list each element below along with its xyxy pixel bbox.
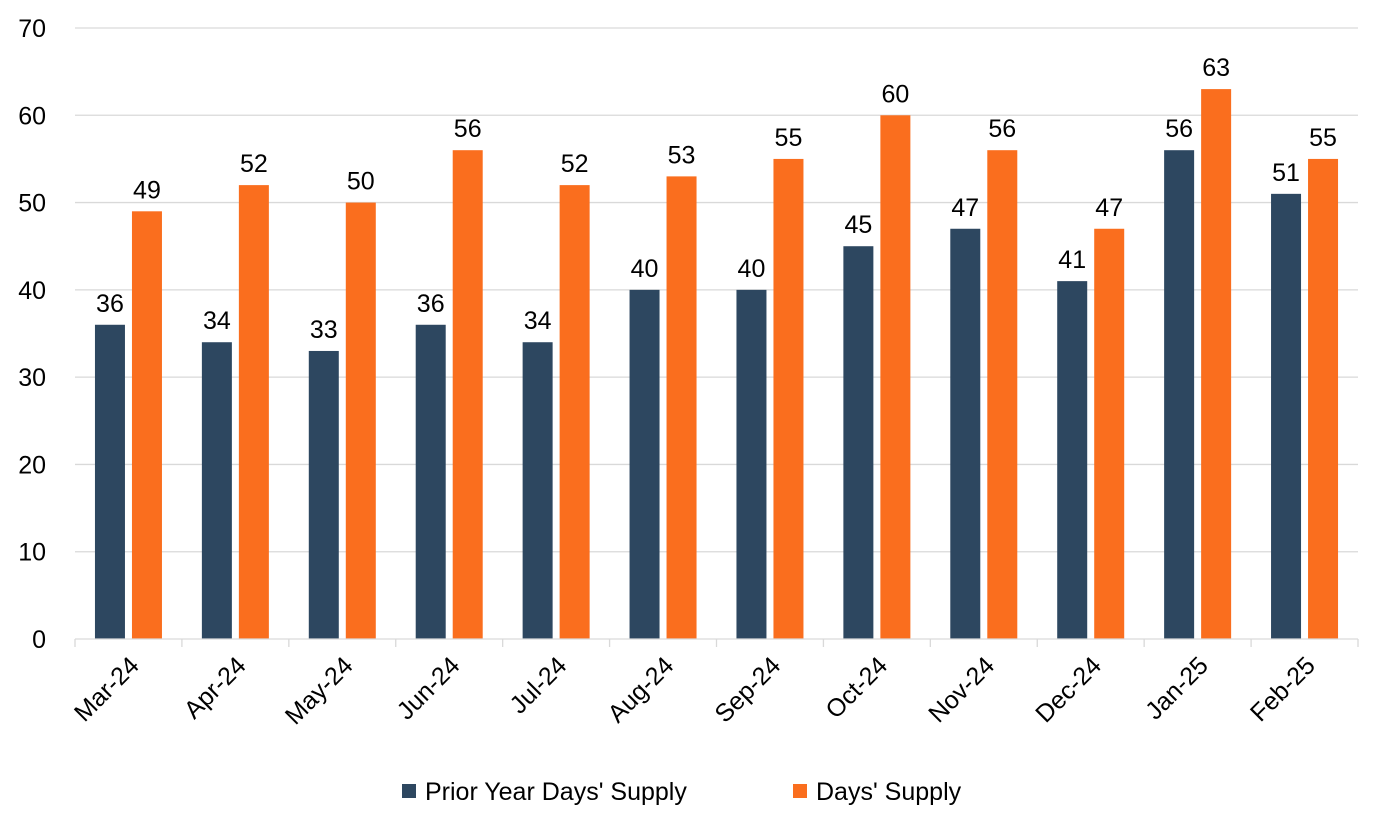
y-axis-tick-labels: 0 10 20 30 40 50 60 70 <box>18 15 46 654</box>
y-tick-label: 0 <box>32 626 46 654</box>
days-supply-value-label: 55 <box>1309 124 1337 152</box>
days-supply-value-label: 63 <box>1202 54 1230 82</box>
y-tick-label: 50 <box>18 190 46 218</box>
prior-year-bar-oct-24 <box>843 246 874 639</box>
x-category-label: Jun-24 <box>392 651 466 725</box>
y-tick-label: 60 <box>18 102 46 130</box>
prior-year-value-label: 41 <box>1058 246 1086 274</box>
prior-year-value-label: 56 <box>1165 115 1193 143</box>
x-category-label: Aug-24 <box>602 651 679 728</box>
x-category-label: Apr-24 <box>179 651 252 724</box>
days-supply-bar-jul-24 <box>559 185 590 639</box>
days-supply-bar-nov-24 <box>987 150 1018 639</box>
x-category-label: Mar-24 <box>69 651 145 727</box>
y-tick-label: 40 <box>18 277 46 305</box>
prior-year-bar-nov-24 <box>950 228 981 639</box>
days-supply-bar-feb-25 <box>1308 158 1339 639</box>
days-supply-value-label: 52 <box>240 150 268 178</box>
x-category-label: Jan-25 <box>1140 651 1214 725</box>
days-supply-value-label: 53 <box>668 141 696 169</box>
prior-year-value-label: 36 <box>417 290 445 318</box>
days-supply-bar-aug-24 <box>666 176 697 639</box>
y-tick-label: 20 <box>18 451 46 479</box>
prior-year-bar-may-24 <box>308 350 339 639</box>
days-supply-bar-mar-24 <box>131 211 162 640</box>
prior-year-value-label: 34 <box>524 307 552 335</box>
prior-year-value-label: 33 <box>310 316 338 344</box>
prior-year-value-label: 40 <box>631 255 659 283</box>
data-labels: 36 49 34 52 33 50 36 56 34 52 40 53 40 55 45 60 47 56 41 47… <box>96 54 1337 344</box>
days-supply-bar-sep-24 <box>773 158 804 639</box>
prior-year-value-label: 45 <box>844 211 872 239</box>
days-supply-bar-apr-24 <box>238 185 269 639</box>
legend-swatch <box>402 784 416 798</box>
legend-label: Prior Year Days' Supply <box>425 778 687 806</box>
prior-year-bar-apr-24 <box>201 342 232 639</box>
x-axis: Mar-24 Apr-24 May-24 Jun-24 Jul-24 Aug-24 Sep-… <box>69 638 1359 730</box>
days-supply-value-label: 55 <box>775 124 803 152</box>
days-supply-value-label: 56 <box>988 115 1016 143</box>
prior-year-bar-jun-24 <box>415 324 446 639</box>
x-category-label: Nov-24 <box>923 651 1000 728</box>
prior-year-bar-sep-24 <box>736 289 767 639</box>
prior-year-bar-aug-24 <box>629 289 660 639</box>
prior-year-bar-mar-24 <box>94 324 125 639</box>
legend: Prior Year Days' Supply Days' Supply <box>402 778 962 806</box>
bars <box>94 89 1339 640</box>
legend-label: Days' Supply <box>816 778 962 806</box>
days-supply-value-label: 60 <box>881 80 909 108</box>
x-category-label: Feb-25 <box>1245 651 1321 727</box>
x-category-label: Jul-24 <box>504 651 572 719</box>
legend-item-days-supply: Days' Supply <box>793 778 962 806</box>
prior-year-value-label: 34 <box>203 307 231 335</box>
y-tick-label: 70 <box>18 15 46 43</box>
prior-year-bar-jul-24 <box>522 342 553 639</box>
days-supply-value-label: 49 <box>133 176 161 204</box>
prior-year-bar-feb-25 <box>1271 193 1302 640</box>
x-category-label: Oct-24 <box>820 651 893 724</box>
y-tick-label: 30 <box>18 364 46 392</box>
days-supply-value-label: 50 <box>347 168 375 196</box>
gridlines <box>75 27 1358 553</box>
x-category-label: Dec-24 <box>1030 651 1107 728</box>
prior-year-value-label: 40 <box>738 255 766 283</box>
y-tick-label: 10 <box>18 539 46 567</box>
days-supply-bar-jan-25 <box>1201 89 1232 640</box>
prior-year-bar-dec-24 <box>1057 281 1088 639</box>
prior-year-value-label: 47 <box>951 194 979 222</box>
prior-year-value-label: 36 <box>96 290 124 318</box>
x-category-label: May-24 <box>280 651 359 730</box>
days-supply-bar-jun-24 <box>452 150 483 639</box>
legend-item-prior-year: Prior Year Days' Supply <box>402 778 687 806</box>
days-supply-bar-oct-24 <box>880 115 911 640</box>
prior-year-bar-jan-25 <box>1164 150 1195 639</box>
prior-year-value-label: 51 <box>1272 159 1300 187</box>
days-supply-bar-may-24 <box>345 202 376 640</box>
x-category-label: Sep-24 <box>709 651 786 728</box>
days-supply-value-label: 47 <box>1095 194 1123 222</box>
legend-swatch <box>793 784 807 798</box>
days-supply-bar-dec-24 <box>1094 228 1125 639</box>
days-supply-value-label: 52 <box>561 150 589 178</box>
days-supply-value-label: 56 <box>454 115 482 143</box>
